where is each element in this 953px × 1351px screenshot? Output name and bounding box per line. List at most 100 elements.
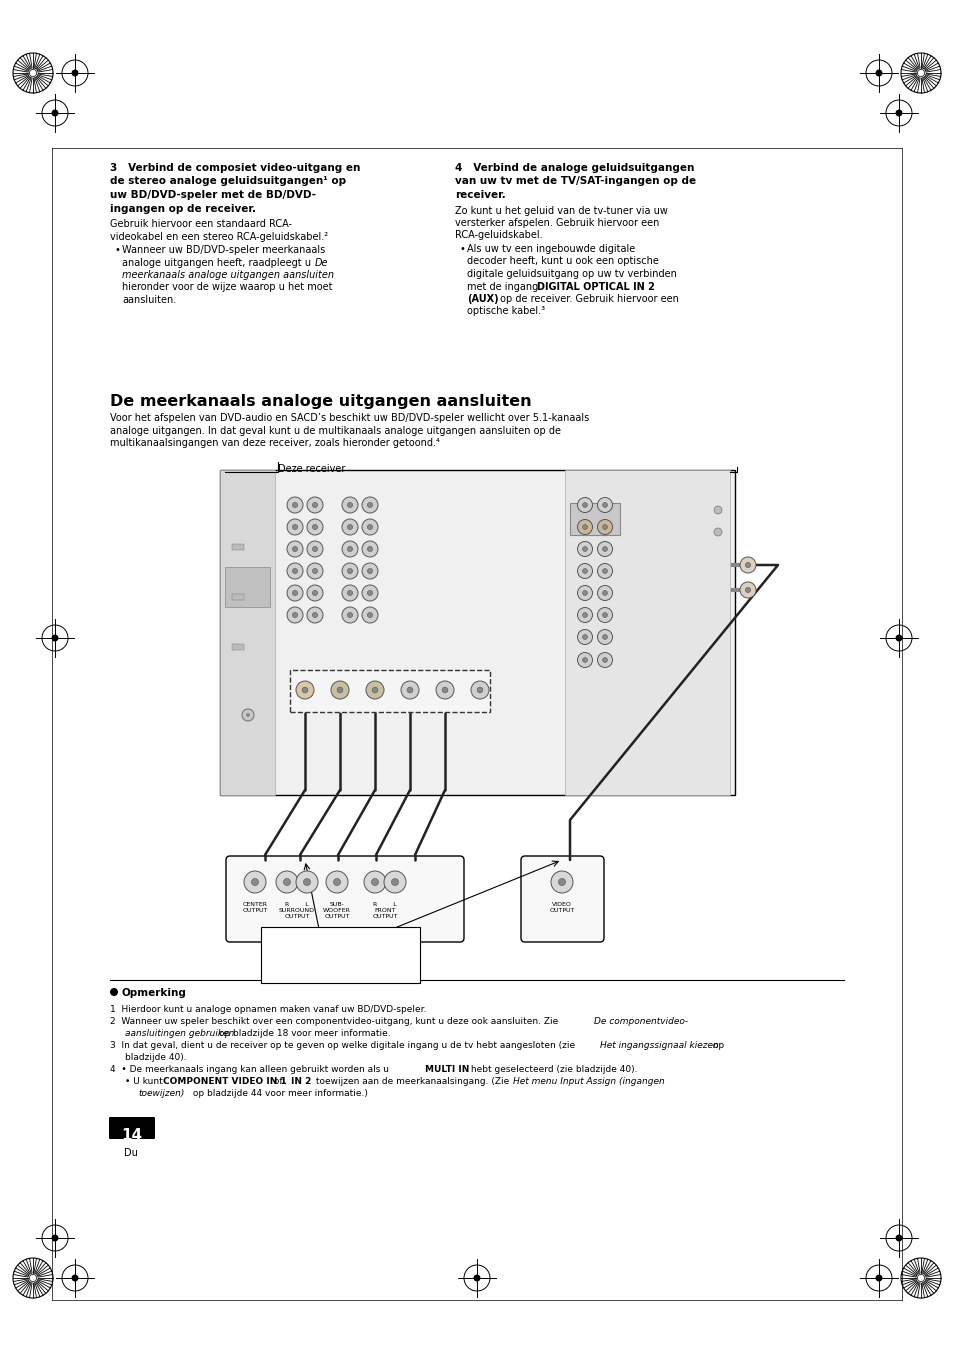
- Circle shape: [895, 1235, 902, 1242]
- Circle shape: [347, 612, 353, 617]
- Text: 3  In dat geval, dient u de receiver op te geven op welke digitale ingang u de t: 3 In dat geval, dient u de receiver op t…: [110, 1042, 578, 1050]
- Circle shape: [361, 585, 377, 601]
- Circle shape: [597, 520, 612, 535]
- Circle shape: [366, 681, 384, 698]
- Text: (AUX): (AUX): [467, 295, 498, 304]
- Circle shape: [597, 497, 612, 512]
- Circle shape: [361, 497, 377, 513]
- Circle shape: [372, 688, 377, 693]
- Text: ingangen op de receiver.: ingangen op de receiver.: [110, 204, 255, 213]
- Text: R        L
SURROUND
OUTPUT: R L SURROUND OUTPUT: [278, 902, 314, 919]
- Circle shape: [602, 569, 607, 573]
- Text: op bladzijde 18 voor meer informatie.: op bladzijde 18 voor meer informatie.: [215, 1029, 390, 1038]
- Text: • U kunt: • U kunt: [125, 1077, 166, 1086]
- Circle shape: [293, 590, 297, 596]
- Circle shape: [577, 630, 592, 644]
- Text: De: De: [314, 258, 328, 267]
- Circle shape: [336, 688, 342, 693]
- Text: 1  Hierdoor kunt u analoge opnamen maken vanaf uw BD/DVD-speler.: 1 Hierdoor kunt u analoge opnamen maken …: [110, 1005, 426, 1015]
- Circle shape: [244, 871, 266, 893]
- Circle shape: [341, 585, 357, 601]
- Circle shape: [307, 607, 323, 623]
- Text: uw BD/DVD-speler met de BD/DVD-: uw BD/DVD-speler met de BD/DVD-: [110, 190, 315, 200]
- Circle shape: [713, 507, 721, 513]
- Text: 4  • De meerkanaals ingang kan alleen gebruikt worden als u: 4 • De meerkanaals ingang kan alleen geb…: [110, 1065, 392, 1074]
- Circle shape: [391, 878, 398, 885]
- Circle shape: [307, 563, 323, 580]
- Circle shape: [577, 520, 592, 535]
- Circle shape: [295, 681, 314, 698]
- Circle shape: [361, 563, 377, 580]
- Circle shape: [602, 612, 607, 617]
- Circle shape: [473, 1274, 480, 1282]
- Circle shape: [597, 653, 612, 667]
- Circle shape: [293, 612, 297, 617]
- Text: analoge uitgangen. In dat geval kunt u de multikanaals analoge uitgangen aanslui: analoge uitgangen. In dat geval kunt u d…: [110, 426, 560, 435]
- Bar: [220, 470, 274, 794]
- Text: digitale geluidsuitgang op uw tv verbinden: digitale geluidsuitgang op uw tv verbind…: [467, 269, 677, 280]
- Circle shape: [51, 635, 58, 642]
- Circle shape: [287, 497, 303, 513]
- Text: 14: 14: [121, 1128, 142, 1143]
- Circle shape: [713, 528, 721, 536]
- Circle shape: [476, 688, 482, 693]
- Circle shape: [293, 524, 297, 530]
- Circle shape: [577, 563, 592, 578]
- Text: CENTER
OUTPUT: CENTER OUTPUT: [242, 902, 268, 913]
- Circle shape: [577, 653, 592, 667]
- Circle shape: [252, 878, 258, 885]
- Text: bladzijde 40).: bladzijde 40).: [125, 1052, 187, 1062]
- Circle shape: [307, 519, 323, 535]
- Text: aansluitingen gebruiken: aansluitingen gebruiken: [125, 1029, 234, 1038]
- Text: versterker afspelen. Gebruik hiervoor een: versterker afspelen. Gebruik hiervoor ee…: [455, 218, 659, 228]
- Text: hieronder voor de wijze waarop u het moet: hieronder voor de wijze waarop u het moe…: [122, 282, 333, 293]
- Circle shape: [577, 585, 592, 600]
- Circle shape: [287, 585, 303, 601]
- Circle shape: [895, 109, 902, 116]
- Circle shape: [295, 871, 317, 893]
- Circle shape: [313, 590, 317, 596]
- Circle shape: [51, 109, 58, 116]
- Text: VIDEO
OUTPUT: VIDEO OUTPUT: [549, 902, 574, 913]
- Text: analoge uitgangen heeft, raadpleegt u: analoge uitgangen heeft, raadpleegt u: [122, 258, 314, 267]
- Circle shape: [341, 540, 357, 557]
- Circle shape: [347, 569, 353, 574]
- FancyBboxPatch shape: [226, 857, 463, 942]
- Text: op de receiver. Gebruik hiervoor een: op de receiver. Gebruik hiervoor een: [497, 295, 679, 304]
- Circle shape: [364, 871, 386, 893]
- Text: optische kabel.³: optische kabel.³: [467, 307, 544, 316]
- Text: •: •: [115, 245, 121, 255]
- Text: Het menu Input Assign (ingangen: Het menu Input Assign (ingangen: [513, 1077, 664, 1086]
- Circle shape: [744, 562, 750, 567]
- Text: videokabel en een stereo RCA-geluidskabel.²: videokabel en een stereo RCA-geluidskabe…: [110, 231, 328, 242]
- Circle shape: [71, 1274, 78, 1282]
- Circle shape: [303, 878, 310, 885]
- Circle shape: [367, 546, 373, 551]
- Text: hebt geselecteerd (zie bladzijde 40).: hebt geselecteerd (zie bladzijde 40).: [468, 1065, 637, 1074]
- Circle shape: [582, 658, 587, 662]
- Bar: [232, 594, 244, 600]
- Text: van uw tv met de TV/SAT-ingangen op de: van uw tv met de TV/SAT-ingangen op de: [455, 177, 696, 186]
- Bar: [225, 567, 270, 607]
- Text: op: op: [709, 1042, 723, 1050]
- Bar: [232, 544, 244, 550]
- Circle shape: [597, 630, 612, 644]
- FancyBboxPatch shape: [290, 670, 490, 712]
- Circle shape: [582, 503, 587, 508]
- Circle shape: [602, 590, 607, 596]
- Circle shape: [384, 871, 406, 893]
- Bar: [232, 644, 244, 650]
- Circle shape: [744, 588, 750, 593]
- Circle shape: [582, 612, 587, 617]
- Circle shape: [597, 608, 612, 623]
- Text: multikanaalsingangen van deze receiver, zoals hieronder getoond.⁴: multikanaalsingangen van deze receiver, …: [110, 438, 439, 449]
- Circle shape: [577, 542, 592, 557]
- Circle shape: [367, 612, 373, 617]
- Text: op bladzijde 44 voor meer informatie.): op bladzijde 44 voor meer informatie.): [190, 1089, 368, 1098]
- Text: Wanneer uw BD/DVD-speler meerkanaals: Wanneer uw BD/DVD-speler meerkanaals: [122, 245, 325, 255]
- Circle shape: [110, 988, 118, 996]
- Circle shape: [246, 713, 250, 717]
- Circle shape: [917, 1274, 923, 1282]
- Circle shape: [307, 497, 323, 513]
- Circle shape: [293, 546, 297, 551]
